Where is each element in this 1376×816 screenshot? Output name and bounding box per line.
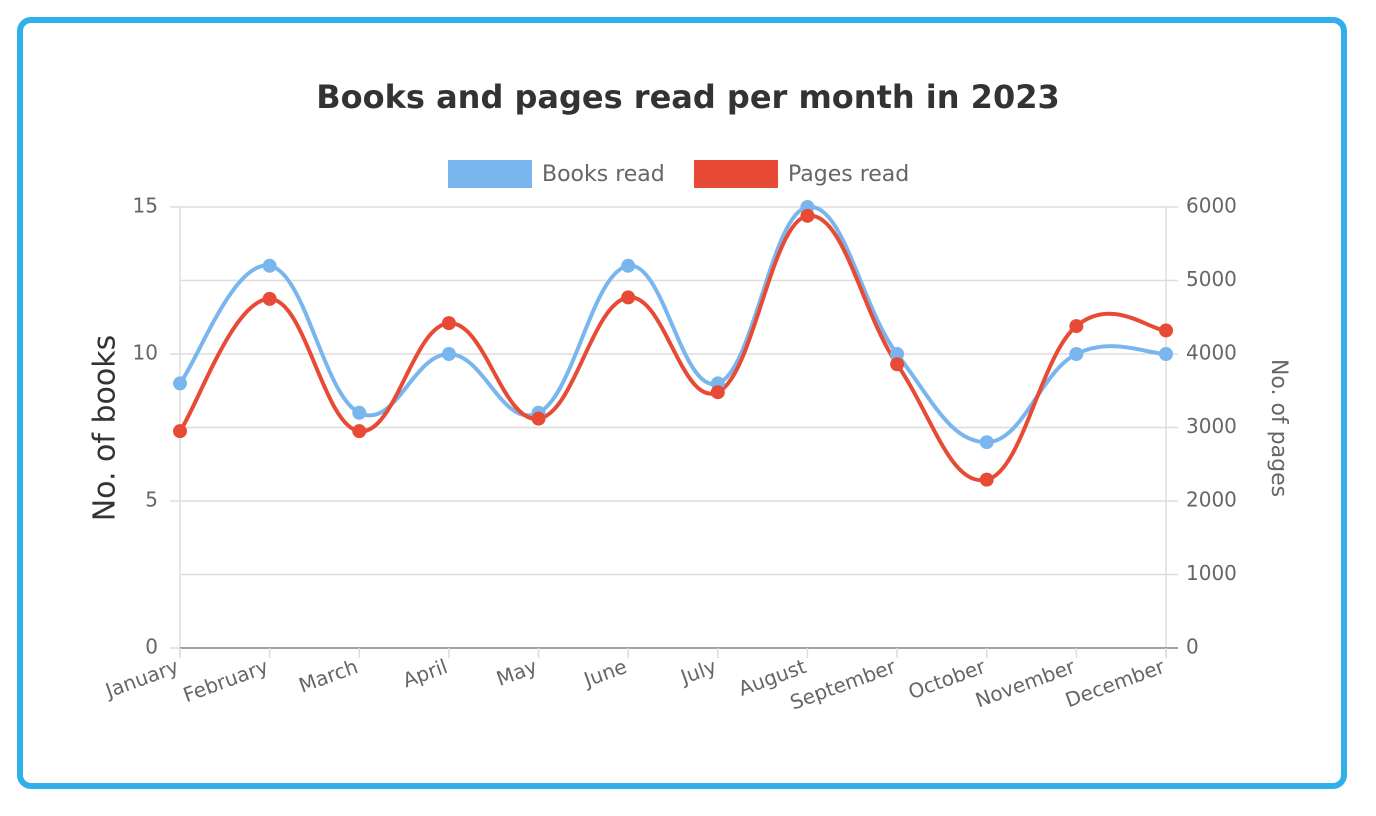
data-point-books-read <box>1069 347 1084 361</box>
x-tick-label: March <box>295 654 361 697</box>
x-tick-label: April <box>399 654 450 692</box>
y-left-tick-label: 5 <box>145 488 158 512</box>
legend: Books read Pages read <box>0 158 1376 190</box>
legend-label-books: Books read <box>542 161 665 187</box>
legend-item-pages[interactable]: Pages read <box>694 158 909 190</box>
data-point-books-read <box>262 258 277 273</box>
data-point-books-read <box>890 347 905 361</box>
data-point-books-read <box>621 258 636 273</box>
data-point-books-read <box>1159 347 1173 361</box>
series-points <box>173 200 1173 487</box>
chart-title: Books and pages read per month in 2023 <box>316 78 1060 116</box>
y-axis-left-title: No. of books <box>88 335 123 522</box>
data-point-books-read <box>173 376 187 391</box>
data-point-pages-read <box>1159 323 1173 338</box>
data-point-pages-read <box>173 424 187 439</box>
data-point-books-read <box>441 347 456 361</box>
series-line-books-read <box>178 204 1167 445</box>
legend-swatch-pages <box>694 160 778 188</box>
y-right-tick-label: 5000 <box>1186 267 1237 291</box>
x-tick-label: January <box>100 654 181 703</box>
y-left-tick-label: 10 <box>133 341 158 365</box>
x-tick-label: May <box>493 654 540 691</box>
x-tick-label: July <box>676 654 720 690</box>
y-left-tick-label: 0 <box>145 635 158 659</box>
y-right-tick-label: 4000 <box>1186 341 1237 365</box>
y-right-tick-label: 2000 <box>1186 488 1237 512</box>
y-right-tick-label: 6000 <box>1186 194 1237 218</box>
data-point-pages-read <box>979 472 994 487</box>
series-line-pages-read <box>178 213 1167 483</box>
legend-item-books[interactable]: Books read <box>448 158 665 190</box>
data-point-pages-read <box>800 208 815 223</box>
data-point-pages-read <box>1069 319 1084 334</box>
legend-swatch-books <box>448 160 532 188</box>
legend-label-pages: Pages read <box>788 161 910 187</box>
data-point-pages-read <box>621 290 636 305</box>
data-point-pages-read <box>441 316 456 331</box>
series-lines <box>178 204 1167 483</box>
chart-card <box>17 17 1347 789</box>
y-left-tick-label: 15 <box>133 194 158 218</box>
y-right-tick-label: 3000 <box>1186 414 1237 438</box>
data-point-pages-read <box>352 424 367 439</box>
data-point-books-read <box>352 405 367 420</box>
x-tick-label: December <box>1062 654 1168 712</box>
data-point-pages-read <box>890 357 905 372</box>
y-right-tick-label: 0 <box>1186 635 1199 659</box>
data-point-pages-read <box>710 385 725 400</box>
y-right-tick-label: 1000 <box>1186 561 1237 585</box>
x-tick-label: June <box>579 654 630 692</box>
data-point-pages-read <box>531 411 546 426</box>
data-point-books-read <box>979 435 994 450</box>
y-axis-right-title: No. of pages <box>1266 359 1291 497</box>
data-point-pages-read <box>262 291 277 306</box>
x-tick-label: November <box>972 654 1079 712</box>
x-tick-label: February <box>180 654 272 707</box>
